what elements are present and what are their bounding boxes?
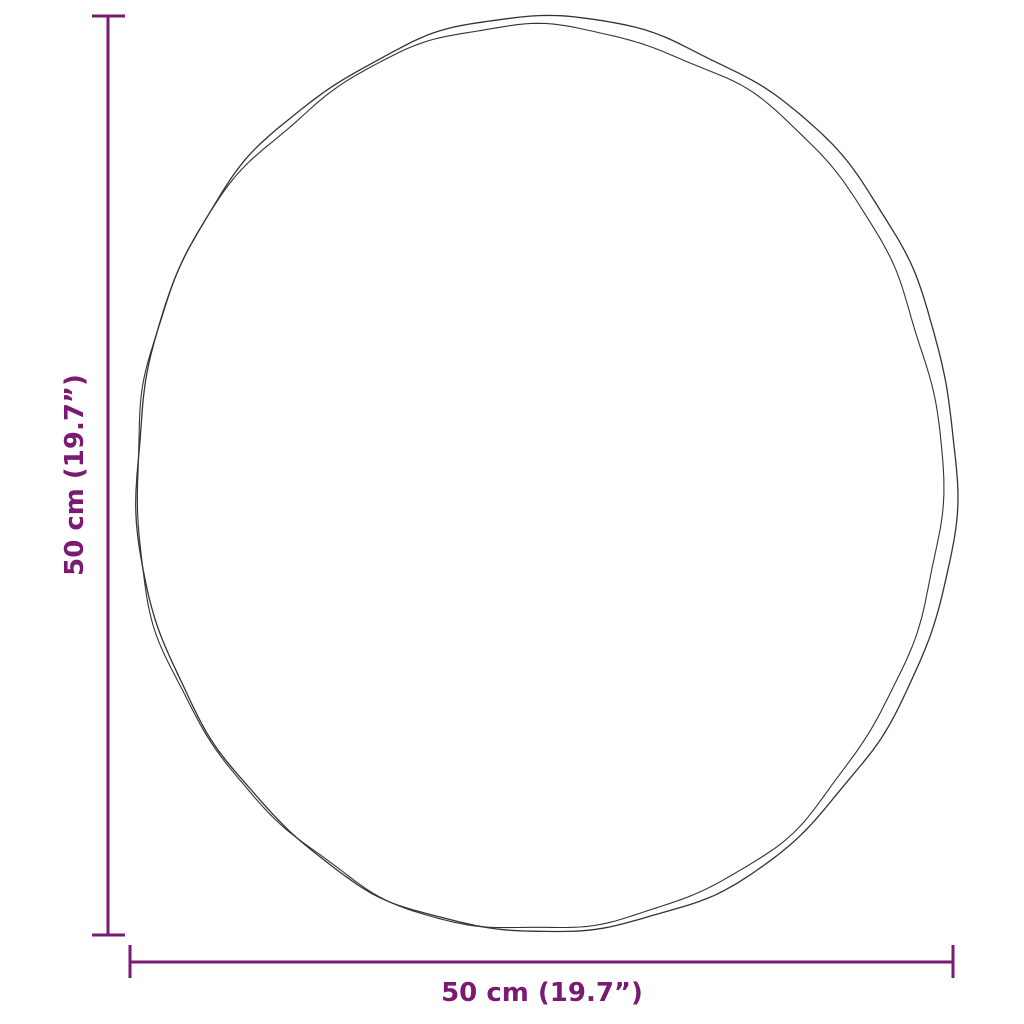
height-label: 50 cm (19.7”) [60,374,90,576]
round-mirror-outline [135,14,959,933]
width-label: 50 cm (19.7”) [441,978,643,1008]
width-dimension-line [128,945,955,978]
height-dimension-line [92,14,125,937]
mirror-edge-outline [136,22,945,929]
